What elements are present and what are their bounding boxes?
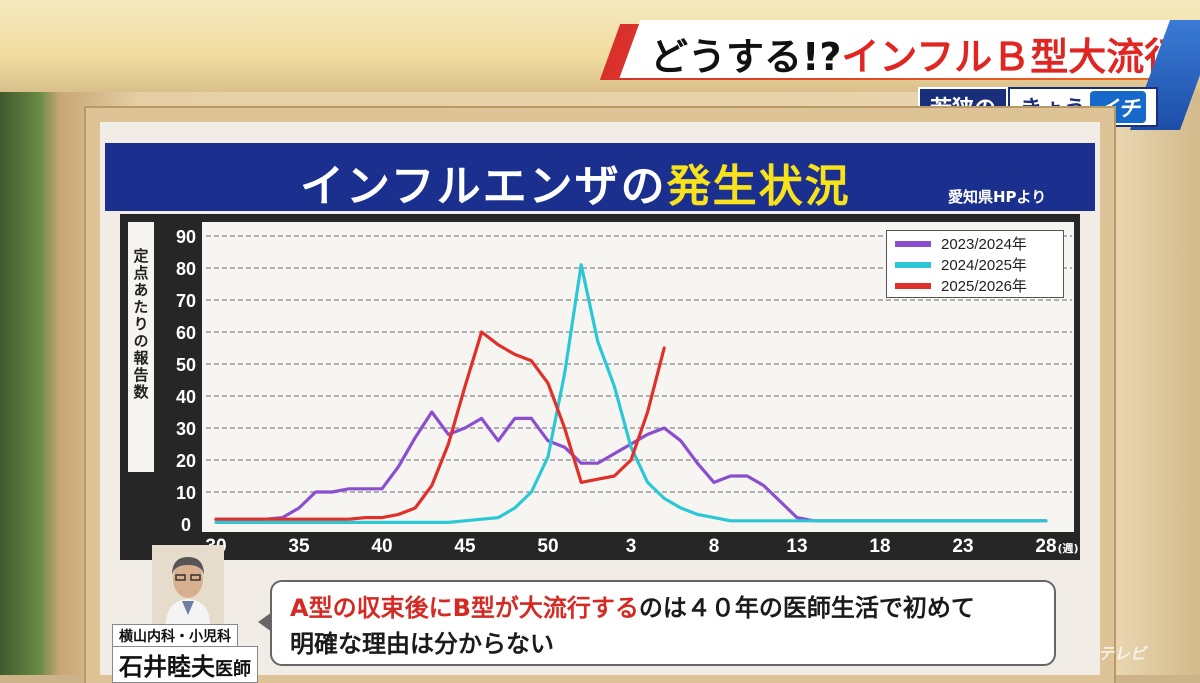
x-tick-label: 45 xyxy=(454,536,476,557)
speaker-name-row: 石井睦夫医師 xyxy=(112,646,258,683)
y-tick-label: 10 xyxy=(176,483,196,503)
legend-label: 2025/2026年 xyxy=(941,278,1027,295)
y-tick-label: 90 xyxy=(176,227,196,247)
x-tick-label: 3 xyxy=(626,536,637,557)
legend-label: 2023/2024年 xyxy=(941,236,1027,253)
x-tick-label: 18 xyxy=(869,536,890,557)
x-tick-label: 8 xyxy=(709,536,720,557)
speech-highlight: A型の収束後にB型が大流行する xyxy=(290,594,639,622)
legend-swatch-2025-2026 xyxy=(895,282,931,289)
x-tick-label: 40 xyxy=(371,536,392,557)
speech-bubble: A型の収束後にB型が大流行するのは４０年の医師生活で初めて 明確な理由は分からな… xyxy=(270,580,1056,666)
y-tick-label: 0 xyxy=(181,515,191,535)
speech-line-1: A型の収束後にB型が大流行するのは４０年の医師生活で初めて xyxy=(290,590,1036,626)
y-tick-label: 20 xyxy=(176,451,196,471)
program-logo-kyou: きょう xyxy=(1020,97,1087,122)
caption-prefix: どうする!? xyxy=(650,35,842,79)
legend-item: 2023/2024年 xyxy=(895,233,1055,254)
panel-title: インフルエンザの発生状況 xyxy=(300,150,851,214)
y-tick-label: 80 xyxy=(176,259,196,279)
y-tick-label: 60 xyxy=(176,323,196,343)
speech-line-1-rest: のは４０年の医師生活で初めて xyxy=(638,594,975,622)
speaker-affiliation: 横山内科・小児科 xyxy=(112,624,238,648)
doctor-portrait xyxy=(152,545,224,625)
legend-swatch-2024-2025 xyxy=(895,261,931,268)
y-axis-label: 定点あたりの報告数 xyxy=(131,248,150,401)
topic-caption: どうする!?インフルＢ型大流行 xyxy=(650,26,1182,81)
panel-title-bar xyxy=(105,143,1095,211)
broadcaster-watermark: テレビ xyxy=(1098,644,1147,663)
speaker-name: 石井睦夫 xyxy=(119,653,215,681)
panel-title-main: インフルエンザの xyxy=(300,161,667,212)
y-tick-label: 40 xyxy=(176,387,196,407)
series-line-2 xyxy=(214,330,666,521)
y-tick-label: 50 xyxy=(176,355,196,375)
x-axis-unit: (週) xyxy=(1057,541,1078,555)
speaker-title: 医師 xyxy=(215,659,251,680)
x-tick-label: 35 xyxy=(288,536,310,557)
y-tick-label: 70 xyxy=(176,291,196,311)
speech-bubble-tail xyxy=(258,612,272,632)
panel-title-highlight: 発生状況 xyxy=(666,161,851,212)
program-logo-host: 若狭の xyxy=(918,87,1009,127)
legend-swatch-2023-2024 xyxy=(895,240,931,247)
caption-accent: インフルＢ型大流行 xyxy=(841,35,1183,79)
speaker-nameplate: 横山内科・小児科 石井睦夫医師 xyxy=(112,624,258,683)
program-logo-ichi: イチ xyxy=(1090,91,1147,123)
program-logo: 若狭の きょう イチ xyxy=(918,87,1159,127)
series-line-1 xyxy=(214,263,1048,525)
x-tick-label: 13 xyxy=(786,536,807,557)
legend-label: 2024/2025年 xyxy=(941,257,1027,274)
chart-legend: 2023/2024年 2024/2025年 2025/2026年 xyxy=(886,230,1064,298)
legend-item: 2024/2025年 xyxy=(895,254,1055,275)
x-tick-label: 28 xyxy=(1035,536,1056,557)
source-note: 愛知県HPより xyxy=(948,188,1047,206)
x-tick-label: 23 xyxy=(952,536,973,557)
x-tick-label: 50 xyxy=(537,536,558,557)
speech-line-2: 明確な理由は分からない xyxy=(290,630,554,658)
y-tick-label: 30 xyxy=(176,419,196,439)
y-axis-label-box: 定点あたりの報告数 xyxy=(128,222,154,472)
legend-item: 2025/2026年 xyxy=(895,275,1055,296)
